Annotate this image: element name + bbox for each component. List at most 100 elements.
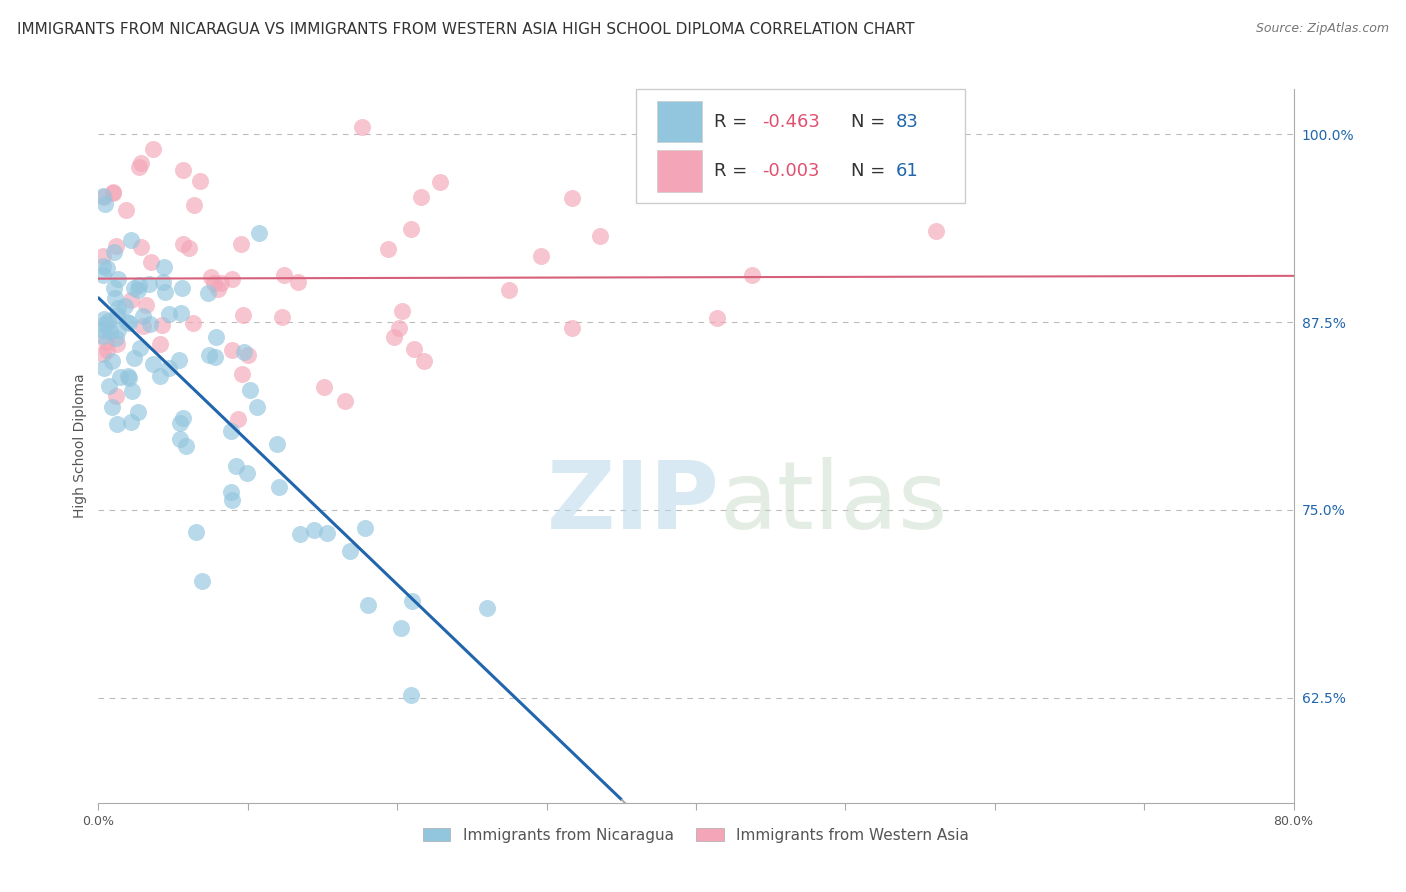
Point <box>132 319 155 334</box>
Point <box>391 304 413 318</box>
Point <box>105 336 128 351</box>
Point <box>118 316 141 330</box>
Point <box>231 368 253 382</box>
Text: N =: N = <box>852 112 891 130</box>
Point <box>589 228 612 243</box>
Point <box>142 357 165 371</box>
Point <box>149 369 172 384</box>
Point <box>302 524 325 538</box>
Point <box>273 268 295 282</box>
Point <box>153 260 176 274</box>
Point <box>236 348 259 362</box>
Point <box>138 277 160 292</box>
Point <box>530 249 553 263</box>
Y-axis label: High School Diploma: High School Diploma <box>73 374 87 518</box>
Point <box>377 242 399 256</box>
Text: R =: R = <box>714 162 752 180</box>
Point <box>181 316 204 330</box>
Point <box>172 237 194 252</box>
Text: 61: 61 <box>896 162 918 180</box>
Point <box>402 342 425 356</box>
Point <box>382 329 405 343</box>
Point <box>706 310 728 325</box>
Point <box>117 368 139 383</box>
Point <box>139 317 162 331</box>
Point <box>170 306 193 320</box>
Point <box>204 350 226 364</box>
Point <box>207 282 229 296</box>
Point <box>91 259 114 273</box>
Point <box>204 276 226 290</box>
Point <box>94 317 117 331</box>
Point <box>228 412 250 426</box>
Point <box>107 323 129 337</box>
Point <box>103 281 125 295</box>
Point <box>105 239 128 253</box>
Point <box>167 352 190 367</box>
Point <box>232 309 254 323</box>
Point <box>105 389 128 403</box>
Point <box>108 369 131 384</box>
Point <box>96 261 118 276</box>
Point <box>91 323 114 337</box>
Point <box>209 276 232 290</box>
Point <box>128 160 150 174</box>
Point <box>205 330 228 344</box>
Point <box>150 318 173 333</box>
Point <box>127 404 149 418</box>
Point <box>247 226 270 240</box>
Point <box>357 598 380 612</box>
Point <box>107 272 129 286</box>
Point <box>270 310 292 324</box>
Point <box>411 190 433 204</box>
Point <box>172 163 194 178</box>
Point <box>97 314 120 328</box>
Point <box>129 240 152 254</box>
Text: atlas: atlas <box>720 457 948 549</box>
Point <box>183 197 205 211</box>
Point <box>561 191 583 205</box>
Point <box>401 688 423 702</box>
FancyBboxPatch shape <box>637 89 965 203</box>
Point <box>169 416 191 430</box>
Point <box>139 255 162 269</box>
Point <box>135 298 157 312</box>
Point <box>350 120 373 134</box>
Point <box>153 285 176 299</box>
Text: ZIP: ZIP <box>547 457 720 549</box>
Point <box>105 417 128 432</box>
Point <box>169 432 191 446</box>
Point <box>267 481 290 495</box>
Point <box>118 371 141 385</box>
Point <box>149 337 172 351</box>
Text: IMMIGRANTS FROM NICARAGUA VS IMMIGRANTS FROM WESTERN ASIA HIGH SCHOOL DIPLOMA CO: IMMIGRANTS FROM NICARAGUA VS IMMIGRANTS … <box>17 22 914 37</box>
Point <box>128 277 150 292</box>
Point <box>107 301 129 315</box>
Text: R =: R = <box>714 112 752 130</box>
Point <box>120 293 142 307</box>
Point <box>314 380 336 394</box>
Point <box>231 236 253 251</box>
Point <box>339 543 361 558</box>
Point <box>129 342 152 356</box>
Point <box>388 321 411 335</box>
Point <box>98 324 121 338</box>
Point <box>389 621 412 635</box>
Point <box>235 467 257 481</box>
Point <box>172 281 194 295</box>
Point <box>91 346 114 360</box>
Point <box>333 394 356 409</box>
Text: 83: 83 <box>896 112 918 130</box>
Point <box>94 334 117 349</box>
Point <box>120 415 142 429</box>
Point <box>221 343 243 357</box>
Point <box>93 312 115 326</box>
Point <box>93 190 115 204</box>
Point <box>101 186 124 201</box>
Point <box>221 272 243 286</box>
Point <box>115 202 138 217</box>
Point <box>91 188 114 202</box>
Point <box>174 439 197 453</box>
Point <box>122 351 145 365</box>
Point <box>91 268 114 283</box>
